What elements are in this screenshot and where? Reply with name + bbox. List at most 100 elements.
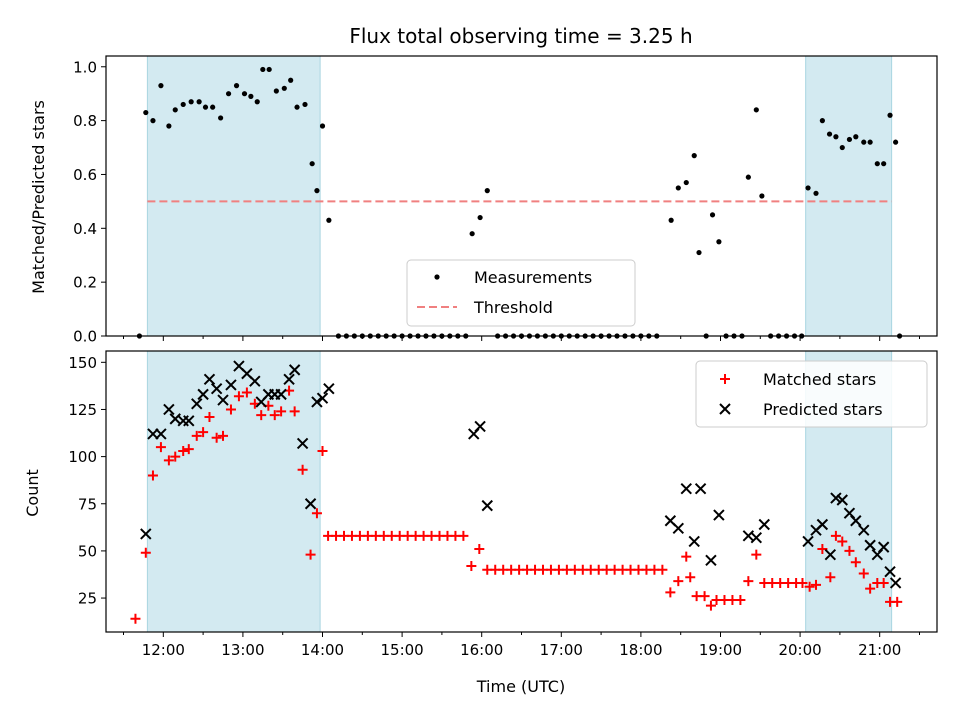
measurement-point (202, 104, 209, 110)
predicted-star-point (816, 518, 829, 531)
predicted-star-point (249, 375, 261, 387)
measurement-point (288, 77, 294, 83)
matched-star-point (466, 560, 477, 571)
predicted-star-point (275, 388, 287, 401)
measurement-point (210, 104, 216, 110)
top-y-axis-label: Matched/Predicted stars (29, 100, 48, 294)
predicted-star-point (296, 437, 309, 450)
measurement-point (254, 99, 260, 105)
measurement-point (469, 231, 475, 237)
measurement-point (759, 193, 765, 199)
bottom-y-tick-label: 50 (78, 542, 97, 560)
top-chart-title: Flux total observing time = 3.25 h (349, 24, 692, 48)
measurement-point (188, 99, 194, 105)
measurement-point (839, 144, 845, 151)
matched-star-point (657, 564, 668, 575)
matched-star-point (705, 600, 716, 611)
measurement-point (326, 217, 332, 223)
bottom-y-tick-label: 100 (68, 448, 97, 466)
matched-star-point (751, 549, 762, 560)
predicted-star-point (694, 482, 707, 495)
x-tick-label: 15:00 (380, 641, 423, 659)
matched-star-point (269, 410, 280, 421)
top-y-tick-label: 0.6 (73, 166, 97, 184)
measurement-point (745, 174, 751, 180)
predicted-star-point (197, 388, 209, 401)
measurement-point (709, 212, 716, 218)
legend-predicted-marker (719, 403, 731, 415)
x-tick-label: 13:00 (221, 641, 264, 659)
measurement-point (309, 161, 315, 167)
measurement-point (833, 134, 839, 140)
predicted-star-point (163, 403, 175, 416)
measurement-point (867, 139, 873, 145)
measurement-point (241, 91, 248, 97)
matched-star-point (183, 444, 194, 455)
matched-star-point (681, 551, 692, 562)
matched-star-point (147, 470, 158, 481)
matched-star-point (797, 577, 808, 588)
matched-star-point (837, 536, 848, 547)
matched-star-point (241, 387, 252, 398)
measurement-point (166, 123, 172, 129)
top-legend-box (406, 259, 636, 327)
bottom-y-tick-label: 25 (78, 590, 97, 608)
predicted-star-point (323, 383, 335, 395)
legend-matched-label: Matched stars (763, 370, 876, 389)
x-tick-label: 17:00 (540, 641, 583, 659)
predicted-star-point (225, 379, 237, 391)
predicted-star-point (713, 509, 725, 521)
predicted-star-point (183, 415, 195, 427)
matched-star-point (218, 430, 229, 441)
predicted-star-point (750, 531, 763, 544)
predicted-star-point (688, 535, 700, 548)
measurement-point (150, 118, 156, 124)
measurement-point (683, 179, 689, 186)
bottom-shaded-interval-0 (146, 350, 321, 633)
measurement-point (143, 109, 149, 116)
legend-measurements-label: Measurements (474, 268, 592, 287)
predicted-star-point (824, 548, 837, 561)
predicted-star-point (283, 373, 295, 385)
top-y-tick-label: 1.0 (73, 58, 97, 76)
predicted-star-point (705, 554, 717, 567)
bottom-legend-box (695, 360, 928, 428)
predicted-star-point (140, 528, 152, 540)
measurement-point (675, 185, 681, 191)
predicted-star-point (802, 535, 814, 548)
measurement-point (887, 112, 893, 118)
measurement-point (158, 83, 164, 89)
predicted-star-point (884, 565, 896, 578)
matched-star-point (865, 583, 876, 594)
measurement-point (180, 101, 186, 108)
measurement-point (696, 249, 702, 256)
predicted-star-point (889, 577, 902, 589)
legend-threshold-label: Threshold (473, 298, 553, 317)
predicted-star-point (210, 383, 223, 395)
measurement-point (273, 88, 279, 94)
matched-star-point (178, 445, 189, 456)
matched-star-point (685, 572, 696, 583)
matched-star-point (305, 549, 316, 560)
measurement-point (691, 153, 697, 159)
matched-star-point (699, 591, 710, 602)
bottom-legend: Matched stars Predicted stars (695, 360, 928, 428)
measurement-point (319, 123, 326, 129)
matched-star-point (458, 530, 469, 541)
matched-star-point (858, 568, 869, 579)
predicted-star-point (203, 373, 216, 385)
top-legend: Measurements Threshold (406, 259, 636, 327)
measurement-point (233, 83, 240, 89)
x-axis-label: Time (UTC) (476, 677, 565, 696)
top-y-tick-label: 0.0 (73, 328, 97, 346)
predicted-star-point (481, 499, 493, 512)
matched-star-point (170, 451, 181, 462)
matched-star-point (256, 410, 267, 421)
measurement-point (484, 188, 490, 194)
top-shaded-interval-0 (146, 55, 321, 337)
matched-star-point (191, 430, 202, 441)
matched-star-point (297, 464, 308, 475)
measurement-point (874, 161, 880, 167)
measurement-point (266, 66, 272, 73)
